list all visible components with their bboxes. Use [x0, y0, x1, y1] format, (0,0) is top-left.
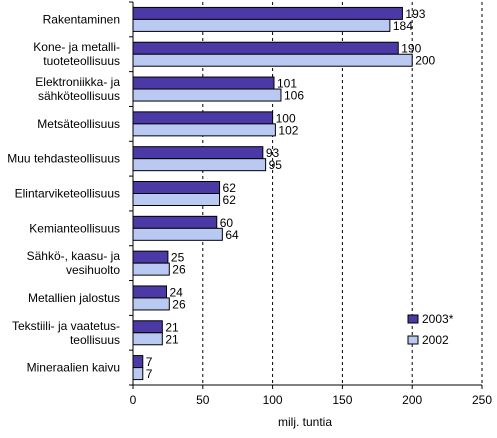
bar-value-label: 200: [415, 54, 435, 68]
x-tick-label: 100: [263, 393, 283, 407]
category-label: tuoteteollisuus: [43, 54, 120, 68]
category-label: Kemianteollisuus: [29, 221, 120, 235]
x-tick-label: 0: [130, 393, 137, 407]
legend-swatch: [407, 314, 419, 324]
legend: 2003* 2002: [407, 312, 454, 347]
bar: [132, 262, 170, 276]
bar: [132, 285, 168, 299]
bar-value-label: 60: [220, 216, 234, 230]
bar-value-label: 106: [284, 89, 304, 103]
category-label: Rakentaminen: [43, 12, 120, 26]
bar-value-label: 101: [277, 77, 297, 91]
category-label: sähköteollisuus: [38, 89, 120, 103]
x-tick-label: 150: [332, 393, 352, 407]
bar: [132, 88, 282, 102]
bar: [132, 227, 223, 241]
bar-value-label: 102: [278, 123, 298, 137]
x-axis-title: milj. tuntia: [278, 415, 332, 429]
bar: [132, 181, 221, 194]
bar-value-label: 26: [172, 297, 186, 311]
bar-value-label: 7: [146, 355, 153, 369]
bar: [132, 146, 264, 160]
bar-value-label: 95: [269, 158, 283, 172]
category-label: Elektroniikka- ja: [35, 75, 120, 89]
bar: [132, 215, 218, 229]
bar-value-label: 100: [276, 111, 296, 125]
x-axis: 0 50 100 150 200 250: [129, 1, 492, 407]
bar: [132, 53, 413, 67]
x-tick-label: 200: [402, 393, 422, 407]
bar-value-label: 21: [165, 320, 179, 334]
bar: [132, 18, 391, 32]
bar: [132, 297, 170, 311]
value-labels: 1931841902001011061001029395626260642526…: [146, 7, 436, 381]
legend-label: 2003*: [422, 312, 454, 326]
bar: [132, 332, 163, 346]
category-label: Muu tehdasteollisuus: [7, 152, 120, 166]
category-label: vesihuolto: [66, 263, 120, 277]
bar: [132, 250, 169, 264]
category-label: Kone- ja metalli-: [33, 40, 120, 54]
bar-value-label: 7: [146, 367, 153, 381]
bar-value-label: 64: [225, 228, 239, 242]
category-label: Metallien jalostus: [28, 291, 120, 305]
legend-label: 2002: [422, 333, 449, 347]
bar-value-label: 62: [223, 181, 237, 195]
category-label: Tekstiili- ja vaatetus-: [12, 319, 120, 333]
x-tick-label: 250: [472, 393, 492, 407]
bar-value-label: 21: [165, 332, 179, 346]
bar-value-label: 24: [170, 285, 184, 299]
x-tick-label: 50: [196, 393, 210, 407]
bar-value-label: 26: [172, 263, 186, 277]
category-label: Metsäteollisuus: [37, 117, 120, 131]
bar: [132, 111, 274, 125]
category-label: Elintarviketeollisuus: [15, 187, 120, 201]
bar: [132, 355, 144, 369]
bar: [132, 367, 144, 381]
bar: [132, 76, 275, 90]
legend-swatch: [407, 335, 419, 345]
bar: [132, 320, 163, 334]
category-label: Mineraalien kaivu: [27, 361, 120, 375]
bar-value-label: 25: [171, 251, 185, 265]
bar: [132, 158, 267, 172]
bar: [132, 123, 276, 137]
bar-value-label: 62: [223, 193, 237, 207]
category-label: teollisuus: [70, 333, 120, 347]
bar-value-label: 184: [393, 19, 413, 33]
bar-value-label: 193: [405, 7, 425, 21]
bar: [132, 41, 399, 55]
bar: [132, 193, 221, 206]
bar-value-label: 190: [401, 42, 421, 56]
category-labels: Rakentaminen Kone- ja metalli-tuoteteolli…: [7, 12, 120, 374]
bar-value-label: 93: [266, 146, 280, 160]
bar: [132, 6, 403, 20]
category-label: Sähkö-, kaasu- ja: [27, 249, 121, 263]
